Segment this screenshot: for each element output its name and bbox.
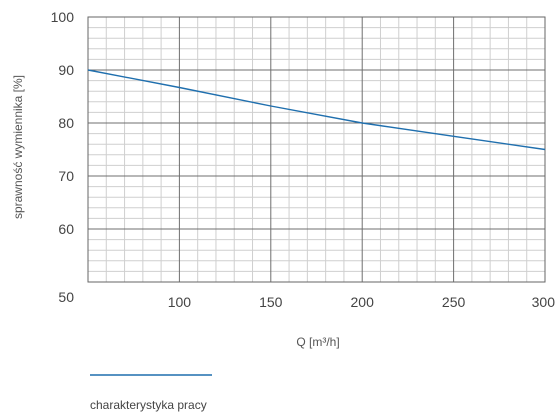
series-layer [87, 69, 546, 151]
y-tick-label: 100 [51, 9, 75, 25]
y-axis-label: sprawność wymiennika [%] [11, 75, 25, 219]
x-tick-label: 150 [259, 294, 283, 310]
legend-label: charakterystyka pracy [90, 398, 207, 412]
legend: charakterystyka pracy [90, 374, 212, 412]
y-tick-labels: 50 60 70 80 90 100 [51, 9, 75, 305]
x-axis-label: Q [m³/h] [296, 335, 339, 349]
grid-major [88, 17, 545, 282]
y-tick-label: 50 [58, 289, 74, 305]
y-tick-label: 80 [58, 115, 74, 131]
plot-frame [87, 16, 546, 283]
x-tick-label: 200 [351, 294, 375, 310]
y-tick-label: 90 [58, 62, 74, 78]
series-line [87, 69, 546, 151]
y-tick-label: 70 [58, 168, 74, 184]
x-tick-label: 100 [168, 294, 192, 310]
y-tick-label: 60 [58, 221, 74, 237]
x-tick-label: 250 [442, 294, 466, 310]
x-tick-label: 300 [532, 294, 556, 310]
x-tick-labels: 100 150 200 250 300 [168, 294, 555, 310]
grid-minor [88, 17, 545, 282]
